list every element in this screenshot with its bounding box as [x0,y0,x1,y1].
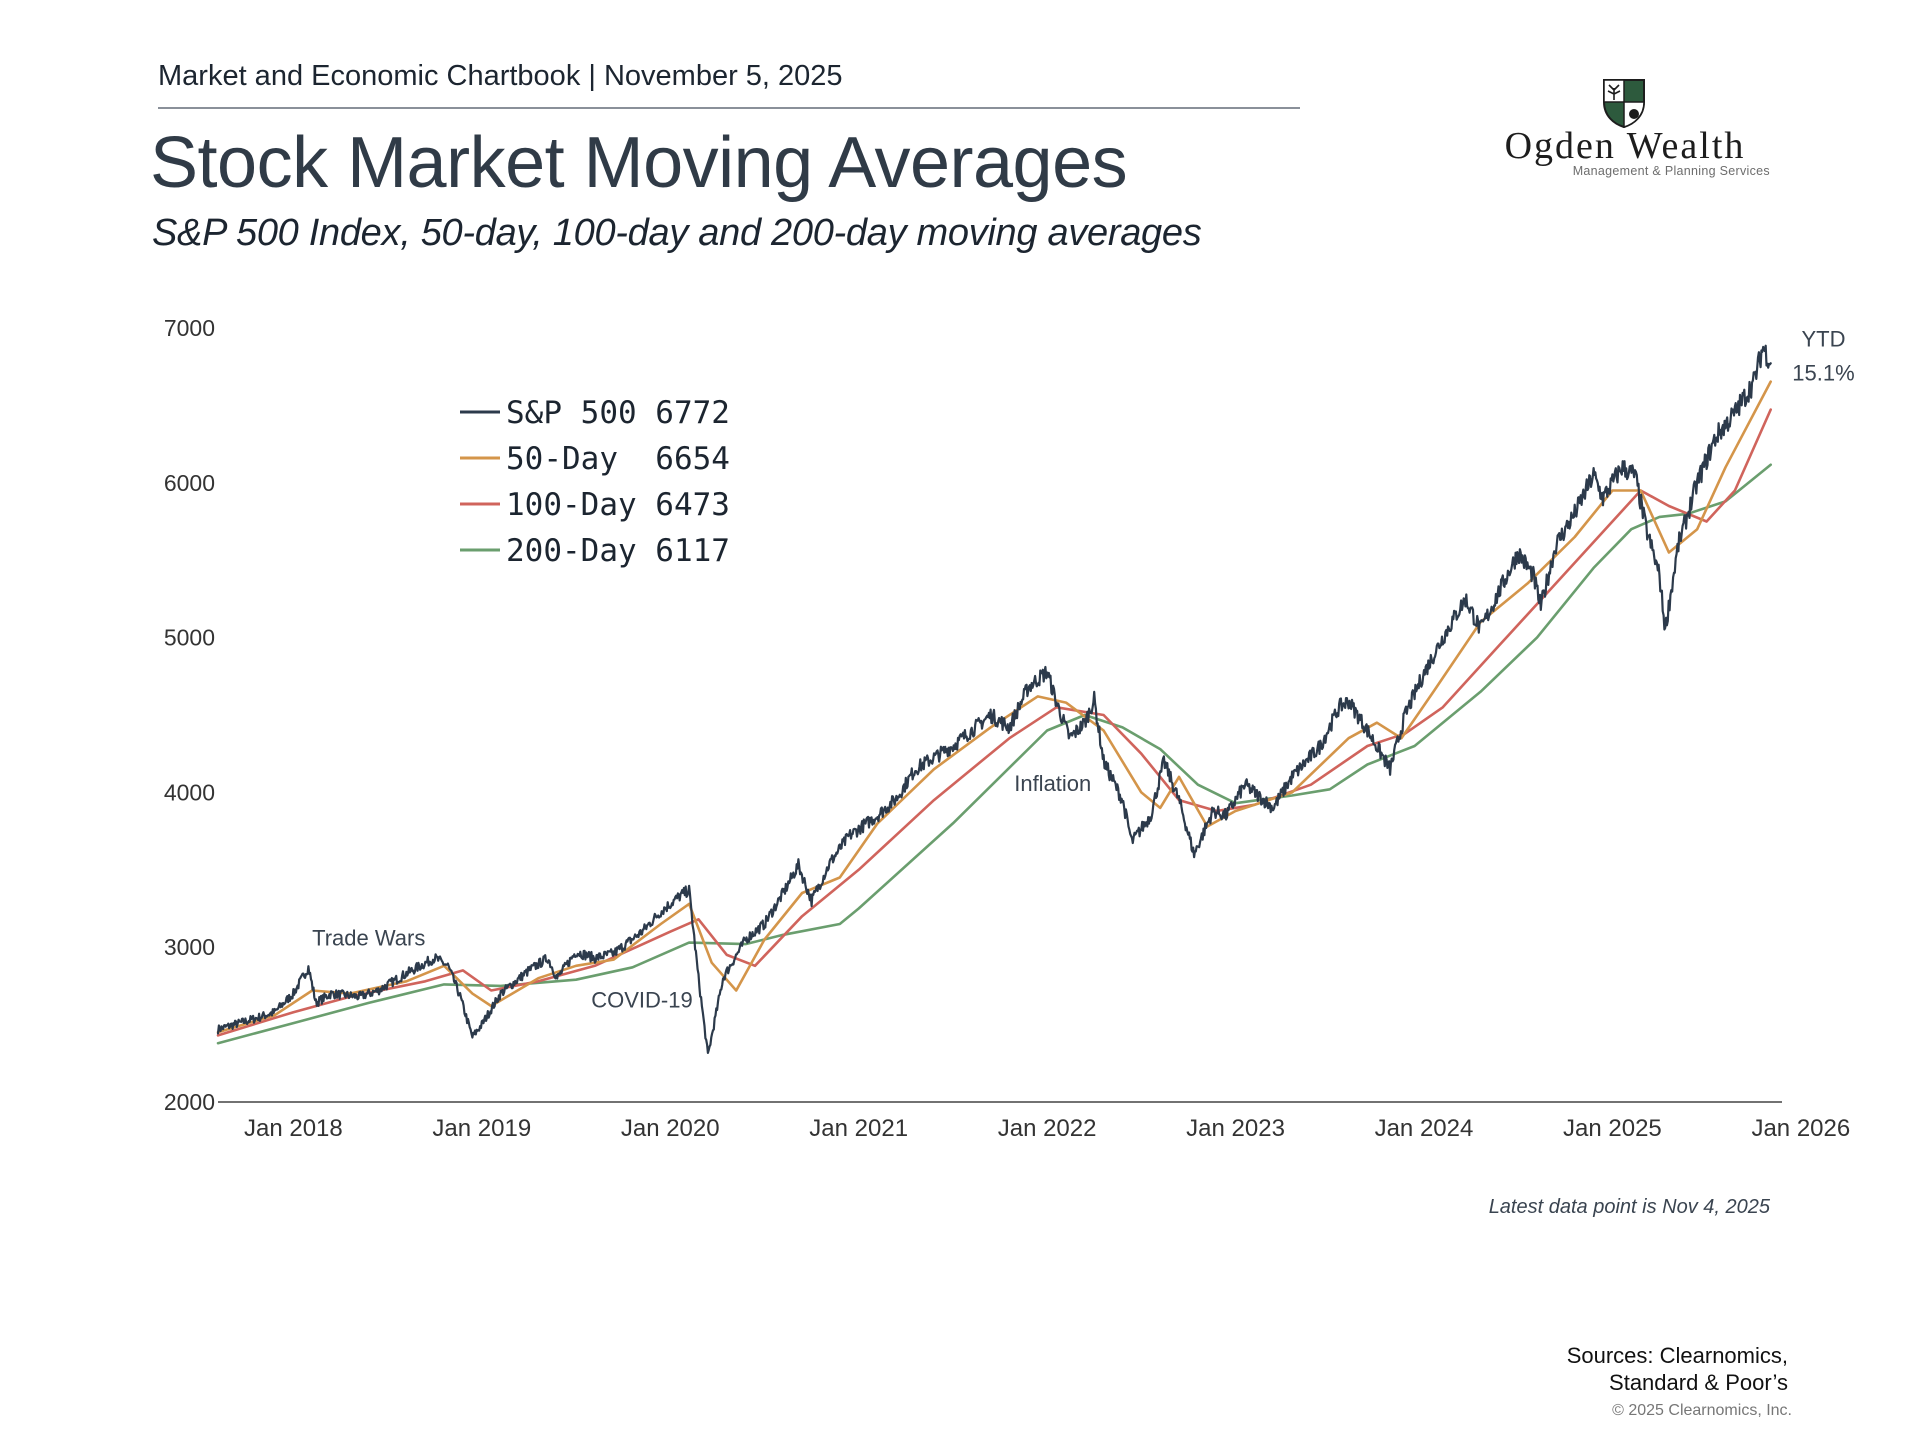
x-tick-label: Jan 2019 [432,1115,531,1142]
y-tick-label: 2000 [164,1089,215,1115]
annotation-label: YTD [1801,327,1845,352]
x-tick-label: Jan 2020 [621,1115,720,1142]
annotation-label: Inflation [1014,771,1091,796]
legend-label: 50-Day 6654 [506,441,730,477]
sources-line-1: Sources: Clearnomics, [1566,1343,1788,1368]
sources-line-2: Standard & Poor’s [1609,1370,1788,1395]
x-tick-label: Jan 2024 [1375,1115,1474,1142]
y-tick-label: 7000 [164,315,215,341]
x-tick-label: Jan 2022 [998,1115,1097,1142]
header-divider [158,107,1300,109]
s-p-500-line [216,344,1772,1054]
logo-tagline: Management & Planning Services [1572,164,1770,178]
page-subtitle: S&P 500 Index, 50-day, 100-day and 200-d… [152,212,1202,254]
annotation-label: Trade Wars [312,926,425,951]
50-day-line [216,380,1772,1034]
y-tick-label: 3000 [164,934,215,960]
x-tick-label: Jan 2023 [1186,1115,1285,1142]
x-tick-label: Jan 2025 [1563,1115,1662,1142]
chart-axes: 2000 3000 4000 5000 6000 7000 Jan 2018 Jan 2019… [164,315,1850,1142]
latest-data-note: Latest data point is Nov 4, 2025 [1488,1196,1770,1218]
y-tick-label: 6000 [164,470,215,496]
sources: Sources: Clearnomics, Standard & Poor’s [1400,1342,1788,1396]
legend-label: 100-Day 6473 [506,487,730,523]
y-tick-label: 5000 [164,625,215,651]
legend-label: 200-Day 6117 [506,533,730,569]
chartbook-header: Market and Economic Chartbook | November… [158,60,843,92]
legend-label: S&P 500 6772 [506,395,730,431]
ogden-wealth-logo: Ogden Wealth Management & Planning Servi… [1480,72,1770,187]
logo-name: Ogden Wealth [1504,125,1746,167]
chart-annotations: Trade Wars COVID-19 Inflation YTD 15.1% [312,327,1855,1013]
x-tick-label: Jan 2026 [1751,1115,1850,1142]
annotation-label: COVID-19 [591,988,692,1013]
page-title: Stock Market Moving Averages [150,123,1128,203]
shield-tree-icon [1603,79,1645,128]
200-day-line [216,463,1772,1045]
chart-legend: S&P 500 6772 50-Day 6654 100-Day 6473 200-D… [460,395,730,569]
x-tick-label: Jan 2021 [809,1115,908,1142]
annotation-label: 15.1% [1792,361,1854,386]
x-tick-label: Jan 2018 [244,1115,343,1142]
y-tick-label: 4000 [164,779,215,805]
chart-series [216,344,1772,1054]
copyright: © 2025 Clearnomics, Inc. [1612,1402,1792,1419]
